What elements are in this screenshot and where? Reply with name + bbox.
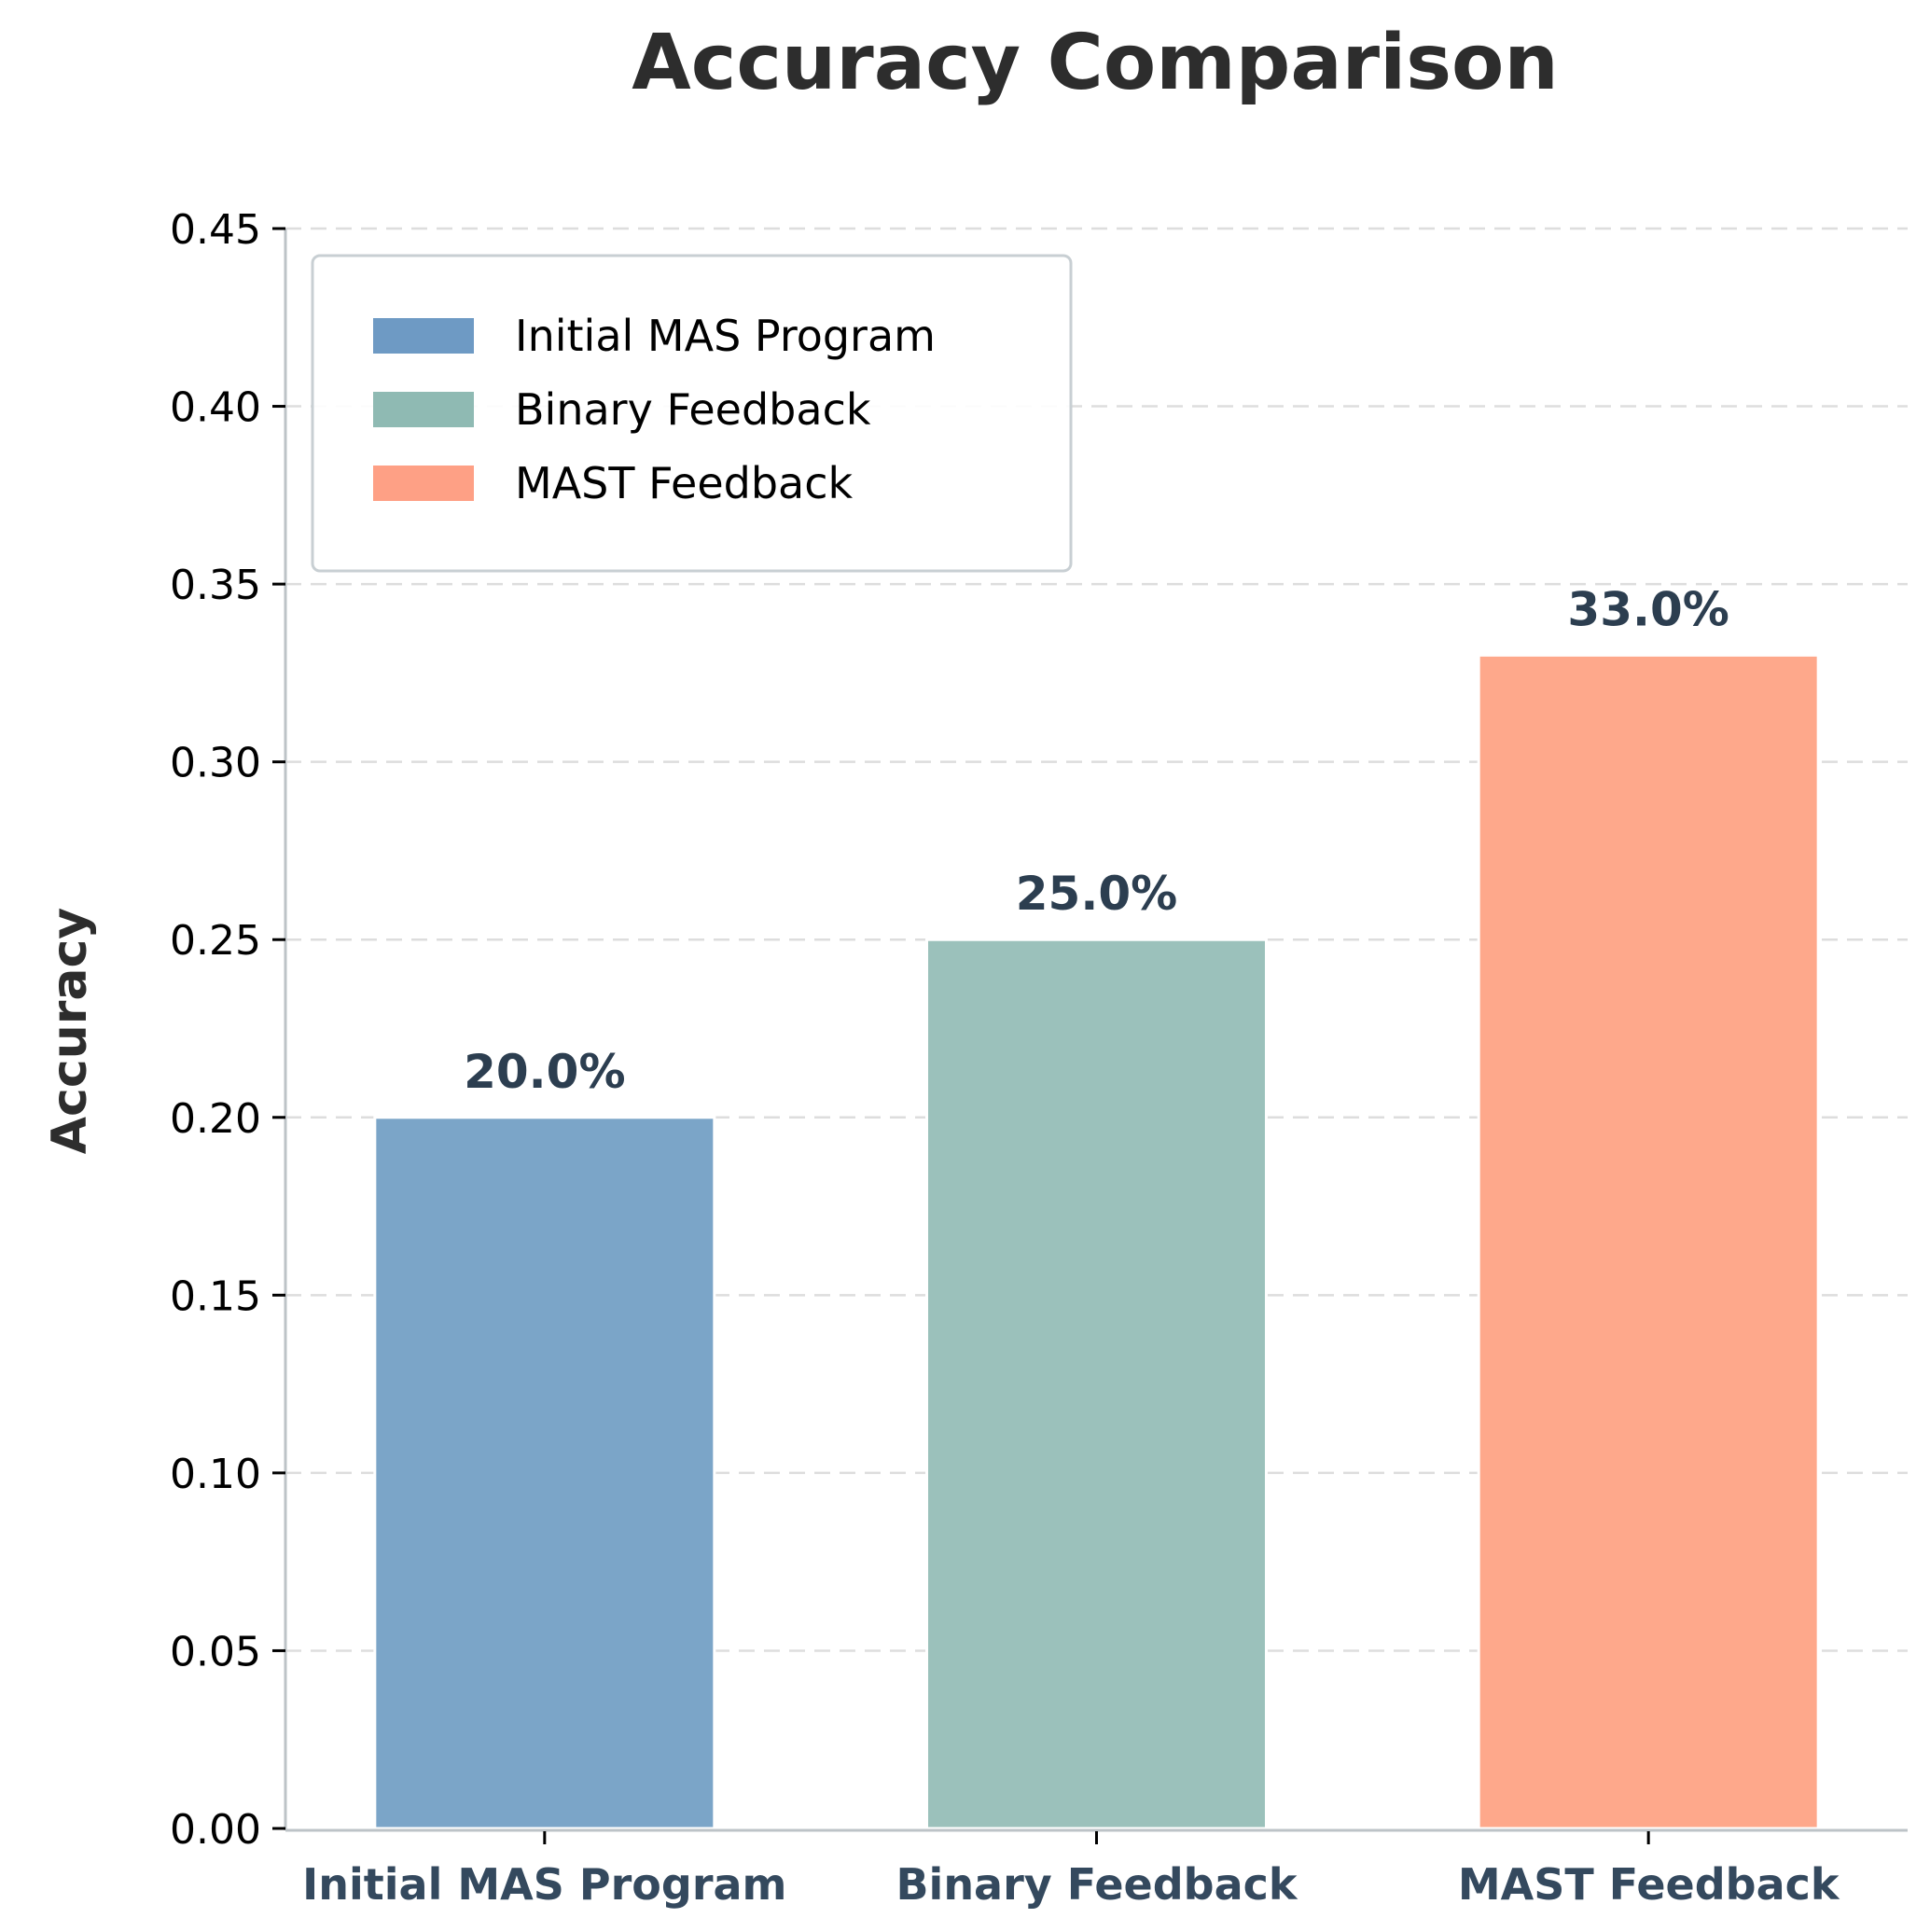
- y-axis-label: Accuracy: [42, 908, 98, 1154]
- x-ticks: Initial MAS Program Binary Feedback MAST F…: [302, 1831, 1840, 1910]
- data-labels: 20.0% 25.0% 33.0%: [464, 582, 1729, 1098]
- y-tick-label: 0.35: [170, 562, 261, 609]
- x-tick-label: MAST Feedback: [1458, 1859, 1840, 1910]
- data-label: 33.0%: [1567, 582, 1729, 636]
- axes: [284, 229, 1908, 1832]
- legend-frame: [311, 254, 1073, 573]
- y-tick-label: 0.20: [170, 1095, 261, 1143]
- legend-swatch: [373, 466, 474, 501]
- chart-title: Accuracy Comparison: [632, 19, 1559, 107]
- y-tick-label: 0.05: [170, 1628, 261, 1675]
- y-ticks: 0.00 0.05 0.10 0.15 0.20 0.25 0.30 0.35 0.40 0.45: [170, 206, 285, 1854]
- y-tick-label: 0.45: [170, 206, 261, 254]
- legend-swatch: [373, 318, 474, 354]
- bar-binary-feedback: [925, 938, 1268, 1830]
- y-tick-label: 0.40: [170, 384, 261, 432]
- bar-mast-feedback: [1477, 653, 1820, 1830]
- legend-swatch: [373, 392, 474, 427]
- y-tick-label: 0.30: [170, 740, 261, 787]
- y-tick-label: 0.00: [170, 1806, 261, 1854]
- y-tick-label: 0.10: [170, 1451, 261, 1498]
- y-tick-label: 0.15: [170, 1272, 261, 1320]
- bar-initial-mas-program: [373, 1116, 716, 1830]
- x-tick-label: Binary Feedback: [896, 1859, 1298, 1910]
- data-label: 25.0%: [1016, 867, 1177, 921]
- data-label: 20.0%: [464, 1045, 625, 1099]
- legend: Initial MAS Program Binary Feedback MAST F…: [311, 254, 1073, 573]
- legend-label: MAST Feedback: [515, 458, 853, 508]
- bars: [373, 653, 1820, 1830]
- legend-label: Initial MAS Program: [515, 311, 936, 361]
- y-tick-label: 0.25: [170, 917, 261, 965]
- x-tick-label: Initial MAS Program: [302, 1859, 786, 1910]
- legend-label: Binary Feedback: [515, 384, 871, 435]
